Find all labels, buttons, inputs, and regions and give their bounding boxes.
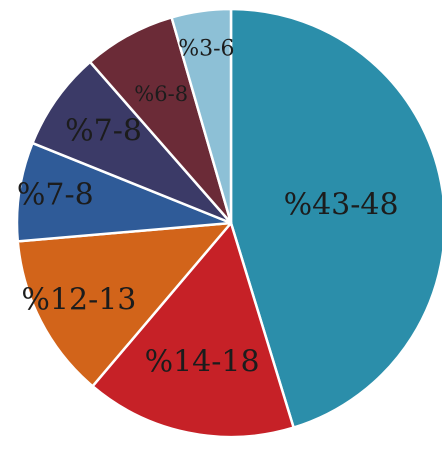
pie-labels: %43-48 %14-18 %12-13 %7-8 %7-8 %6-8 %3-6 <box>17 36 399 379</box>
pie-slice-label-3: %12-13 <box>21 283 136 318</box>
pie-slice-2 <box>91 221 295 439</box>
pie-slice-3 <box>16 221 233 388</box>
pie-slice-label-5: %7-8 <box>65 114 142 149</box>
pie-slice-label-1: %43-48 <box>284 188 399 223</box>
pie-slices <box>15 7 442 439</box>
pie-slice-label-6: %6-8 <box>134 82 188 106</box>
pie-slice-4 <box>15 141 233 243</box>
pie-slice-label-2: %14-18 <box>145 344 260 379</box>
pie-slice-5 <box>31 60 233 225</box>
pie-slice-1 <box>229 7 442 429</box>
pie-slice-label-4: %7-8 <box>17 178 94 213</box>
pie-slice-label-7: %3-6 <box>178 36 234 61</box>
pie-slice-7 <box>170 7 233 225</box>
